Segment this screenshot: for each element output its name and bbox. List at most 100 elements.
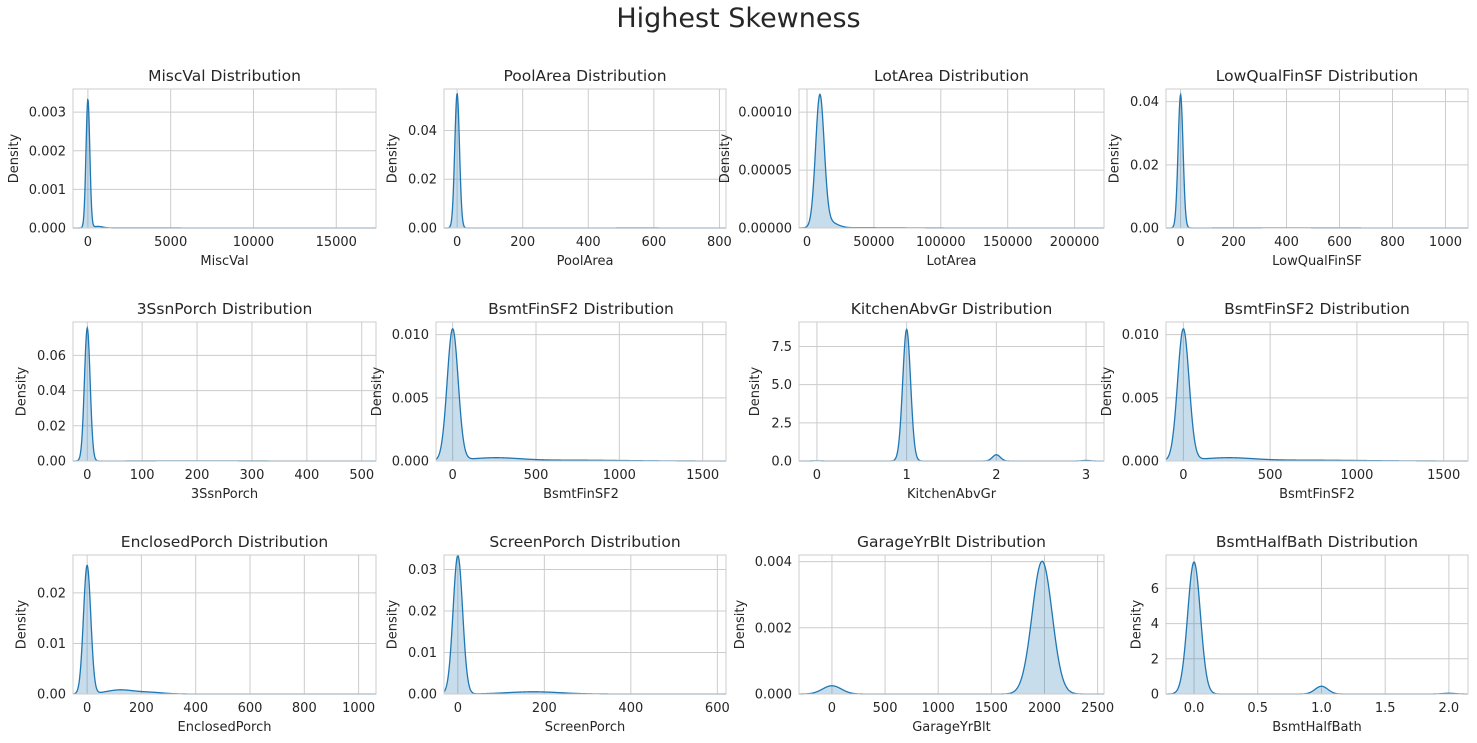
plot-frame	[72, 321, 377, 462]
x-axis-label: KitchenAbvGr	[907, 487, 997, 502]
x-tick-label: 0	[83, 701, 91, 716]
x-tick-label: 500	[873, 701, 898, 716]
y-tick-label: 0.000	[392, 455, 429, 470]
subplot-7: 0 1 2 3 0.0 2.5 5.0 7.5 KitchenAbvGr Distributio…	[748, 300, 1105, 502]
y-tick-label: 0.04	[408, 124, 437, 139]
y-tick-label: 0.005	[1122, 391, 1159, 406]
subplot-title: EnclosedPorch Distribution	[121, 533, 328, 551]
subplot-6: 0 500 1000 1500 0.000 0.005 0.010 BsmtFinSF2 Di…	[370, 300, 727, 502]
y-tick-label: 0.00	[408, 688, 437, 703]
subplot-9: 0 200 400 600 800 1000 0.00 0.01 0.02 EnclosedPor…	[14, 533, 377, 735]
y-tick-label: 0.002	[755, 621, 792, 636]
subplot-title: GarageYrBlt Distribution	[857, 533, 1046, 551]
density-curve	[798, 93, 1104, 229]
x-tick-label: 0	[803, 235, 811, 250]
x-tick-label: 10000	[233, 235, 274, 250]
subplot-11: 0 500 1000 1500 2000 2500 0.000 0.002 0.004 Garag…	[733, 533, 1114, 735]
y-tick-label: 0.00	[408, 222, 437, 237]
x-tick-label: 0	[813, 468, 821, 483]
plot-frame	[435, 321, 727, 462]
x-tick-label: 100	[130, 468, 155, 483]
x-tick-label: 2	[992, 468, 1000, 483]
density-curve	[799, 328, 1104, 462]
y-tick-label: 0.02	[408, 173, 437, 188]
x-tick-label: 1.5	[1375, 701, 1396, 716]
y-axis-label: Density	[385, 599, 400, 649]
x-tick-label: 600	[641, 235, 666, 250]
x-tick-label: 1000	[603, 468, 636, 483]
x-tick-label: 5000	[154, 235, 187, 250]
density-area	[1166, 328, 1468, 461]
subplot-title: LotArea Distribution	[874, 67, 1029, 85]
y-tick-label: 0.00005	[738, 164, 792, 179]
x-tick-label: 800	[1380, 235, 1405, 250]
y-tick-label: 0.010	[1122, 328, 1159, 343]
x-tick-label: 0	[1179, 468, 1187, 483]
plot-frame	[72, 554, 377, 695]
y-tick-label: 5.0	[771, 378, 792, 393]
x-tick-label: 1500	[975, 701, 1008, 716]
y-axis-label: Density	[1100, 366, 1115, 416]
subplot-title: KitchenAbvGr Distribution	[851, 300, 1053, 318]
subplot-title: PoolArea Distribution	[503, 67, 666, 85]
x-tick-label: 200	[1221, 235, 1246, 250]
x-tick-label: 200	[510, 235, 535, 250]
x-axis-label: GarageYrBlt	[912, 720, 991, 735]
x-tick-label: 400	[294, 468, 319, 483]
density-area	[73, 99, 376, 228]
density-area	[1166, 94, 1468, 228]
subplot-3: 0 50000 100000 150000 200000 0.00000 0.00005 0.…	[718, 67, 1105, 269]
x-tick-label: 1000	[1340, 468, 1373, 483]
subplot-2: 0 200 400 600 800 0.00 0.02 0.04 PoolArea Distri…	[385, 67, 731, 269]
y-axis-label: Density	[385, 133, 400, 183]
y-tick-label: 0.06	[37, 349, 66, 364]
x-tick-label: 500	[349, 468, 374, 483]
y-tick-label: 0.02	[37, 419, 66, 434]
x-tick-label: 2000	[1028, 701, 1061, 716]
x-tick-label: 0.0	[1184, 701, 1205, 716]
plot-frame	[443, 554, 727, 695]
density-area	[799, 94, 1104, 228]
x-tick-label: 50000	[853, 235, 894, 250]
y-tick-label: 0.03	[408, 563, 437, 578]
x-tick-label: 1500	[1427, 468, 1460, 483]
y-axis-label: Density	[14, 366, 29, 416]
x-tick-label: 0	[454, 701, 462, 716]
y-tick-label: 0.04	[1130, 95, 1159, 110]
y-axis-label: Density	[733, 599, 748, 649]
figure-title: Highest Skewness	[616, 3, 861, 34]
y-tick-label: 0.00000	[738, 222, 792, 237]
subplot-title: BsmtFinSF2 Distribution	[1224, 300, 1410, 318]
x-tick-label: 1	[903, 468, 911, 483]
x-tick-label: 400	[576, 235, 601, 250]
subplot-title: BsmtHalfBath Distribution	[1216, 533, 1418, 551]
density-curve	[1166, 92, 1468, 229]
y-tick-label: 0	[1151, 688, 1159, 703]
x-axis-label: LowQualFinSF	[1272, 254, 1362, 269]
subplot-title: LowQualFinSF Distribution	[1216, 67, 1418, 85]
density-area	[444, 93, 726, 228]
y-tick-label: 0.004	[755, 555, 792, 570]
x-tick-label: 100000	[916, 235, 966, 250]
subplot-10: 0 200 400 600 0.00 0.01 0.02 0.03 ScreenPorch Di…	[385, 533, 729, 735]
density-curve	[72, 564, 376, 695]
x-tick-label: 400	[618, 701, 643, 716]
x-axis-label: MiscVal	[200, 254, 248, 269]
y-axis-label: Density	[370, 366, 385, 416]
density-curve	[73, 325, 376, 462]
density-curve	[1165, 328, 1468, 462]
y-tick-label: 4	[1151, 617, 1159, 632]
y-tick-label: 0.000	[755, 688, 792, 703]
x-tick-label: 150000	[983, 235, 1033, 250]
x-tick-label: 600	[705, 701, 730, 716]
density-curve	[435, 328, 726, 462]
subplot-4: 0 200 400 600 800 1000 0.00 0.02 0.04 LowQualFinS…	[1107, 67, 1469, 269]
subplot-title: 3SsnPorch Distribution	[137, 300, 313, 318]
plot-frame	[798, 554, 1105, 695]
subplot-8: 0 500 1000 1500 0.000 0.005 0.010 BsmtFinSF2 Di…	[1100, 300, 1469, 502]
y-tick-label: 0.01	[408, 646, 437, 661]
plot-frame	[1165, 321, 1469, 462]
y-tick-label: 0.04	[37, 384, 66, 399]
x-tick-label: 200000	[1050, 235, 1100, 250]
x-tick-label: 600	[1327, 235, 1352, 250]
